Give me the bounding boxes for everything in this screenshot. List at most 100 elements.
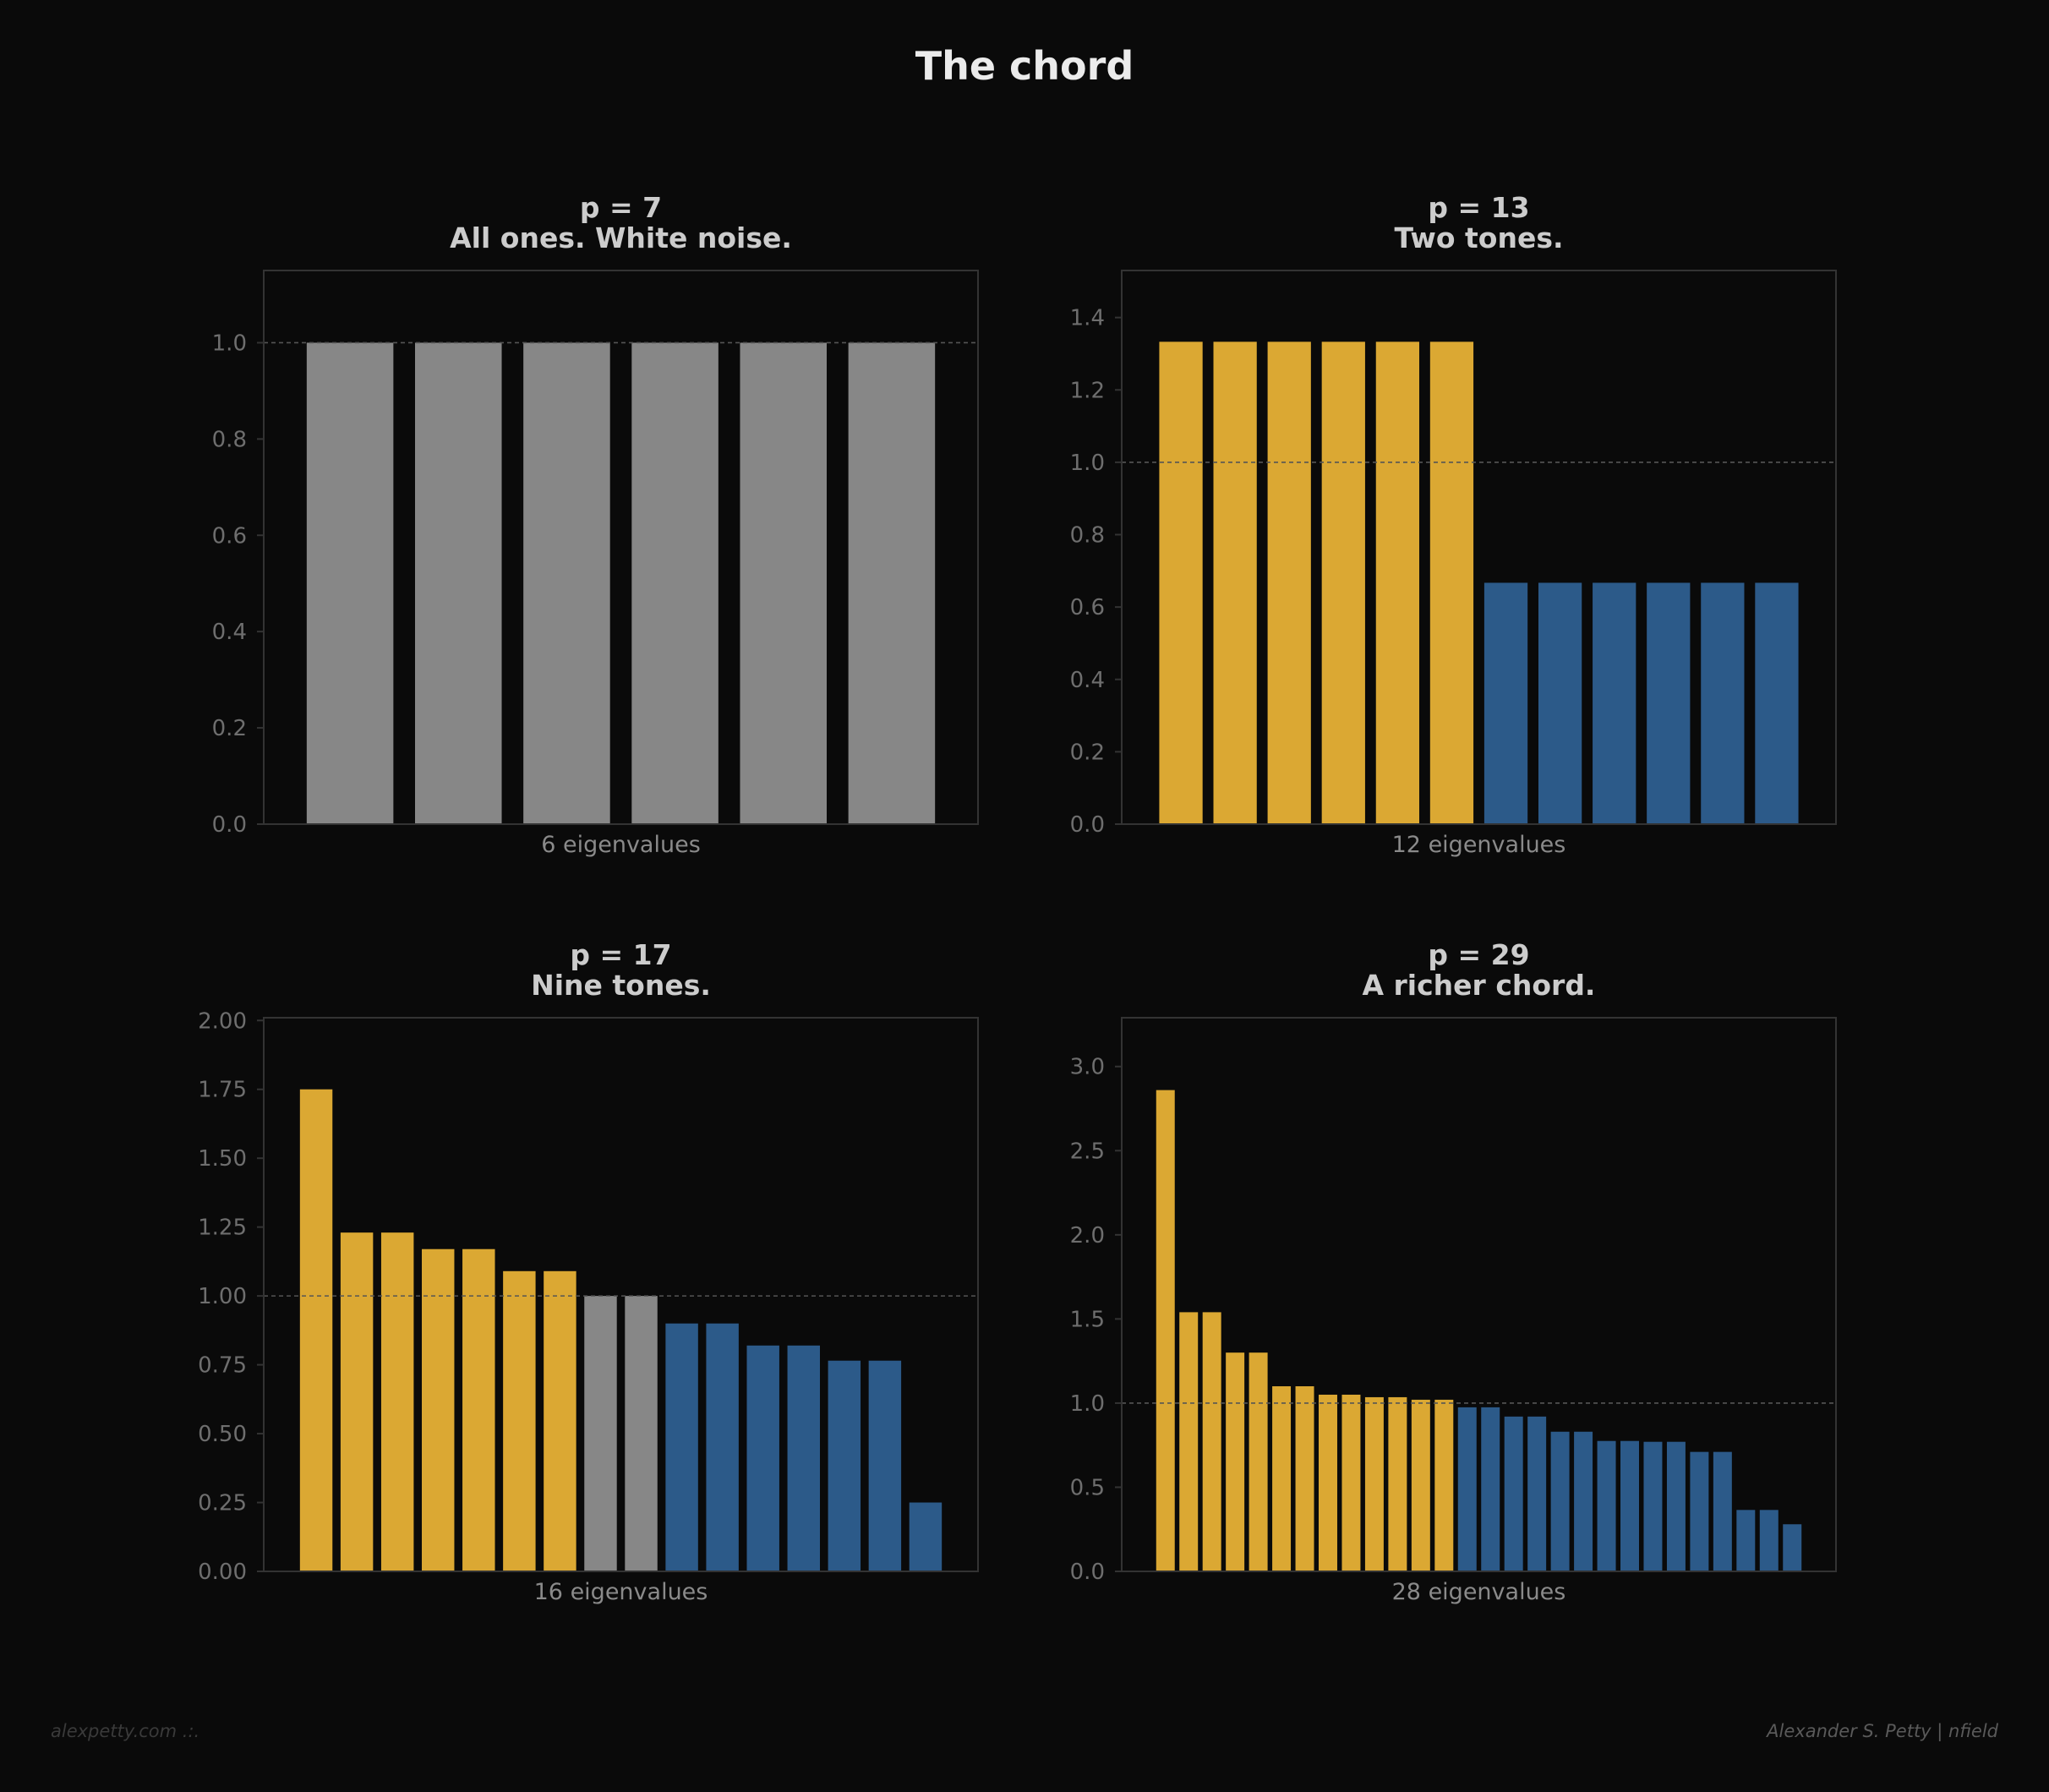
y-tick-label: 2.0 [1070, 1223, 1105, 1248]
panel-title: p = 13 [1428, 191, 1529, 224]
x-axis-label: 6 eigenvalues [541, 832, 701, 858]
y-tick-label: 0.4 [1070, 668, 1105, 693]
panel-subtitle: Two tones. [1394, 221, 1563, 254]
bar-7 [1483, 582, 1528, 824]
bar-4 [422, 1248, 455, 1571]
y-tick-label: 0.8 [1070, 523, 1105, 549]
footer-site-link[interactable]: alexpetty.com .:. [51, 1721, 200, 1741]
y-tick-label: 1.0 [1070, 1391, 1105, 1417]
bar-10 [665, 1323, 698, 1571]
bar-3 [380, 1232, 414, 1571]
bar-2 [415, 342, 502, 824]
figure-title: The chord [915, 43, 1134, 89]
bar-3 [523, 342, 610, 824]
bar-5 [462, 1248, 495, 1571]
axes-frame [263, 270, 979, 825]
x-axis-label: 28 eigenvalues [1392, 1579, 1566, 1605]
bar-7 [1295, 1386, 1314, 1571]
y-tick-label: 1.75 [198, 1078, 247, 1103]
bar-3 [1267, 341, 1311, 825]
bar-3 [1202, 1312, 1221, 1571]
bar-4 [1321, 341, 1365, 825]
footer-author-credit: Alexander S. Petty | nfield [1767, 1721, 1998, 1741]
bar-5 [740, 342, 827, 824]
bar-22 [1643, 1441, 1663, 1571]
y-tick-label: 1.25 [198, 1216, 247, 1241]
bar-19 [1574, 1431, 1593, 1571]
y-tick-label: 0.2 [212, 716, 247, 741]
y-tick-label: 0.0 [212, 812, 247, 838]
y-tick-label: 0.00 [198, 1560, 247, 1585]
y-tick-label: 3.0 [1070, 1055, 1105, 1080]
bar-1 [306, 342, 394, 824]
bar-14 [828, 1360, 861, 1571]
y-tick-label: 1.4 [1070, 306, 1105, 331]
bar-4 [631, 342, 719, 824]
panel-title: p = 7 [580, 191, 662, 224]
bar-15 [868, 1360, 902, 1571]
bar-12 [1411, 1399, 1430, 1571]
bar-10 [1364, 1396, 1384, 1571]
bar-14 [1457, 1407, 1477, 1571]
bar-20 [1597, 1440, 1616, 1571]
y-tick-label: 0.4 [212, 620, 247, 645]
bar-11 [1388, 1396, 1407, 1571]
x-axis-label: 12 eigenvalues [1392, 832, 1566, 858]
y-tick-label: 0.0 [1070, 812, 1105, 838]
y-tick-label: 1.50 [198, 1146, 247, 1172]
y-tick-label: 2.00 [198, 1008, 247, 1034]
bar-11 [706, 1323, 739, 1571]
panel-title: p = 29 [1428, 938, 1529, 971]
y-tick-label: 0.2 [1070, 740, 1105, 765]
bar-13 [1434, 1399, 1454, 1571]
bar-1 [1159, 341, 1203, 825]
panel-title: p = 17 [570, 938, 671, 971]
bar-12 [746, 1345, 779, 1571]
y-tick-label: 0.5 [1070, 1475, 1105, 1500]
bar-9 [1593, 582, 1636, 824]
y-tick-label: 1.2 [1070, 378, 1105, 403]
bar-6 [1429, 341, 1474, 825]
y-tick-label: 0.0 [1070, 1560, 1105, 1585]
bar-11 [1701, 582, 1745, 824]
y-tick-label: 0.8 [212, 427, 247, 452]
bar-17 [1527, 1416, 1547, 1571]
axes-frame [263, 1017, 979, 1572]
bar-6 [1272, 1386, 1292, 1571]
bar-6 [503, 1270, 536, 1571]
bar-8 [1319, 1394, 1337, 1571]
x-axis-label: 16 eigenvalues [534, 1579, 708, 1605]
bar-4 [1226, 1352, 1245, 1571]
bar-2 [340, 1232, 374, 1571]
bar-9 [625, 1296, 658, 1571]
bar-25 [1713, 1451, 1732, 1571]
bar-13 [787, 1345, 820, 1571]
bar-24 [1690, 1451, 1709, 1571]
y-tick-label: 1.0 [1070, 451, 1105, 476]
bar-10 [1647, 582, 1691, 824]
bar-1 [1156, 1090, 1175, 1571]
bar-8 [584, 1296, 617, 1571]
bar-23 [1666, 1441, 1686, 1571]
panel-subtitle: Nine tones. [531, 969, 711, 1002]
bar-15 [1481, 1407, 1500, 1571]
y-tick-label: 0.6 [1070, 595, 1105, 620]
y-tick-label: 0.6 [212, 523, 247, 549]
bar-5 [1249, 1352, 1268, 1571]
bar-18 [1550, 1431, 1570, 1571]
bar-6 [848, 342, 936, 824]
bar-1 [299, 1089, 333, 1571]
panel-subtitle: All ones. White noise. [450, 221, 792, 254]
y-tick-label: 1.5 [1070, 1307, 1105, 1332]
y-tick-label: 0.75 [198, 1353, 247, 1379]
bar-8 [1538, 582, 1582, 824]
bar-9 [1341, 1394, 1361, 1571]
bar-21 [1620, 1440, 1639, 1571]
y-tick-label: 0.25 [198, 1491, 247, 1516]
y-tick-label: 1.0 [212, 331, 247, 356]
bar-2 [1213, 341, 1257, 825]
